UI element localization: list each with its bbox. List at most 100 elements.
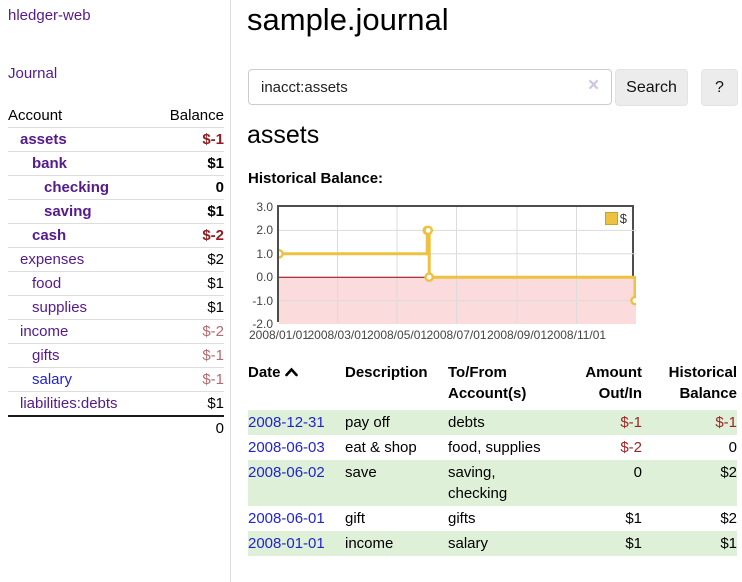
transaction-accounts: gifts [448,510,476,527]
account-link[interactable]: income [20,323,69,340]
column-header-amount: Amount Out/In [585,364,642,402]
balance-column-header: Balance [169,106,224,124]
account-row: assets $-1 [8,127,224,151]
y-axis-tick-label: -1.0 [252,293,273,308]
y-axis-tick-label: 2.0 [256,223,273,238]
column-header-description: Description [345,364,428,381]
historical-balance-chart: $ 3.0 2.0 1.0 0.0 -1.0 -2.0 2008/01/01 2008/03/… [245,199,645,347]
transaction-accounts: debts [448,414,485,431]
y-axis-tick-label: 1.0 [256,246,273,261]
register-rows: 2008-12-31 pay off debts $-1 $-1 2008-06-03 ea… [248,410,737,556]
account-balance: $-2 [202,227,224,244]
account-link[interactable]: liabilities:debts [20,395,118,412]
transaction-amount: $1 [625,510,642,527]
account-link[interactable]: gifts [32,347,60,364]
transaction-amount: $1 [625,535,642,552]
app-brand-link[interactable]: hledger-web [8,7,91,24]
transaction-date-link[interactable]: 2008-01-01 [248,535,325,552]
account-row: bank $1 [8,151,224,175]
x-axis-tick-label: 2008/01/01 [248,328,310,342]
account-balance: 0 [215,179,224,196]
transaction-description: income [345,535,394,552]
account-column-header: Account [8,106,63,124]
account-row: supplies $1 [8,295,224,319]
account-heading: assets [247,121,320,149]
x-axis-tick-label: 2008/07/01 [426,328,487,342]
account-link[interactable]: checking [44,179,110,196]
transaction-amount: $-1 [620,414,642,431]
transaction-balance: $-1 [715,414,737,431]
register-row: 2008-01-01 income salary $1 $1 [248,531,737,556]
account-balance: $1 [207,275,224,292]
legend-swatch-icon [604,212,618,225]
accounts-rows: assets $-1 bank $1 checking 0 saving $1 cash $-2 e… [8,127,224,415]
account-balance: $1 [207,299,224,316]
search-input[interactable] [248,69,612,105]
transaction-date-link[interactable]: 2008-06-03 [248,439,325,456]
account-link[interactable]: supplies [32,299,88,316]
account-row: saving $1 [8,199,224,223]
clear-search-icon[interactable]: × [588,75,600,96]
sidebar: hledger-web Journal Account Balance asse… [0,0,231,582]
transaction-description: pay off [345,414,390,431]
account-balance: $2 [207,251,224,268]
register-row: 2008-12-31 pay off debts $-1 $-1 [248,410,737,435]
account-row: checking 0 [8,175,224,199]
account-link[interactable]: food [32,275,62,292]
chart-legend: $ [602,210,629,227]
account-link[interactable]: expenses [20,251,85,268]
account-balance: $1 [207,395,224,412]
account-row: liabilities:debts $1 [8,391,224,415]
y-axis-tick-label: -2.0 [252,317,273,331]
search-button[interactable]: Search [615,69,688,106]
accounts-table-header: Account Balance [8,103,224,127]
legend-label: $ [619,211,627,226]
transaction-date-link[interactable]: 2008-12-31 [248,414,325,431]
transaction-accounts: food, supplies [448,439,541,456]
account-row: salary $-1 [8,367,224,391]
register-row: 2008-06-03 eat & shop food, supplies $-2 0 [248,435,737,460]
column-header-date[interactable]: Date [248,362,345,404]
accounts-total-row: 0 [8,415,224,439]
transaction-description: eat & shop [345,439,417,456]
account-row: gifts $-1 [8,343,224,367]
account-link[interactable]: assets [20,131,67,148]
transaction-amount: $-2 [620,439,642,456]
transaction-balance: $2 [720,464,737,481]
account-row: food $1 [8,271,224,295]
transaction-description: save [345,464,377,481]
account-balance: $1 [207,203,224,220]
chart-plot-area: $ [277,205,636,324]
chart-title: Historical Balance: [248,170,384,187]
sidebar-item-journal[interactable]: Journal [8,65,58,82]
page-title: sample.journal [247,2,449,37]
account-link[interactable]: saving [44,203,92,220]
transaction-balance: $2 [720,510,737,527]
transaction-balance: 0 [728,439,737,456]
account-row: cash $-2 [8,223,224,247]
account-link[interactable]: cash [32,227,67,244]
register-row: 2008-06-01 gift gifts $1 $2 [248,506,737,531]
transaction-amount: 0 [633,464,642,481]
total-balance: 0 [215,419,224,437]
x-axis-tick-label: 2008/05/01 [366,328,428,342]
transaction-date-link[interactable]: 2008-06-01 [248,510,325,527]
register-table: Date Description To/From Account(s) Amou… [248,362,737,556]
account-link[interactable]: bank [32,155,68,172]
column-header-balance: Historical Balance [668,364,737,402]
account-link[interactable]: salary [32,371,73,388]
y-axis-tick-label: 0.0 [256,270,273,285]
account-row: income $-2 [8,319,224,343]
accounts-table: Account Balance assets $-1 bank $1 checking 0… [8,103,224,439]
transaction-date-link[interactable]: 2008-06-02 [248,464,325,481]
sort-ascending-icon [284,362,298,383]
account-balance: $1 [207,155,224,172]
x-axis-tick-label: 2008/09/01 [486,328,548,342]
register-row: 2008-06-02 save saving, checking 0 $2 [248,460,737,506]
y-axis-tick-label: 3.0 [256,200,273,214]
help-button[interactable]: ? [701,69,738,106]
register-header-row: Date Description To/From Account(s) Amou… [248,362,737,410]
transaction-accounts: salary [448,535,489,552]
x-axis-tick-label: 2008/11/01 [546,328,607,342]
account-row: expenses $2 [8,247,224,271]
